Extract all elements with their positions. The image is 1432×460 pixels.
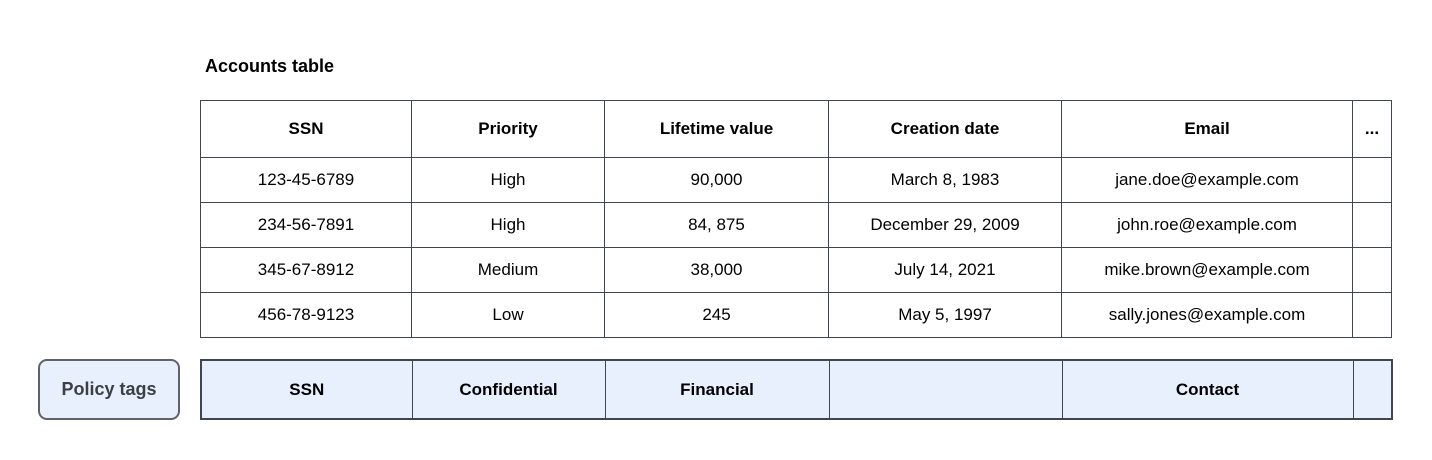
cell-email: john.roe@example.com	[1061, 202, 1353, 248]
policy-tag-row: SSN Confidential Financial Contact	[200, 359, 1393, 420]
table-row: 456-78-9123 Low 245 May 5, 1997 sally.jo…	[200, 292, 1392, 338]
policy-tags-button[interactable]: Policy tags	[38, 359, 180, 420]
cell-more	[1352, 247, 1392, 293]
policy-tag-contact: Contact	[1061, 359, 1354, 420]
cell-ssn: 345-67-8912	[200, 247, 412, 293]
policy-tag-confidential: Confidential	[411, 359, 606, 420]
cell-ssn: 234-56-7891	[200, 202, 412, 248]
cell-priority: High	[411, 157, 605, 203]
table-row: 234-56-7891 High 84, 875 December 29, 20…	[200, 202, 1392, 248]
policy-tag-more-empty	[1352, 359, 1393, 420]
cell-priority: Low	[411, 292, 605, 338]
cell-creation-date: December 29, 2009	[828, 202, 1062, 248]
cell-email: jane.doe@example.com	[1061, 157, 1353, 203]
policy-tag-financial: Financial	[604, 359, 830, 420]
policy-tags-row: SSN Confidential Financial Contact	[200, 359, 1393, 420]
cell-email: sally.jones@example.com	[1061, 292, 1353, 338]
cell-priority: Medium	[411, 247, 605, 293]
table-row: 345-67-8912 Medium 38,000 July 14, 2021 …	[200, 247, 1392, 293]
accounts-table: SSN Priority Lifetime value Creation dat…	[200, 100, 1392, 338]
cell-creation-date: July 14, 2021	[828, 247, 1062, 293]
header-row: SSN Priority Lifetime value Creation dat…	[200, 100, 1392, 158]
cell-ssn: 456-78-9123	[200, 292, 412, 338]
cell-creation-date: May 5, 1997	[828, 292, 1062, 338]
accounts-table-title: Accounts table	[205, 56, 335, 76]
cell-more	[1352, 292, 1392, 338]
table-row: 123-45-6789 High 90,000 March 8, 1983 ja…	[200, 157, 1392, 203]
cell-more	[1352, 202, 1392, 248]
cell-priority: High	[411, 202, 605, 248]
policy-tags-button-label: Policy tags	[61, 379, 157, 399]
column-header-priority: Priority	[411, 100, 605, 158]
cell-creation-date: March 8, 1983	[828, 157, 1062, 203]
column-header-more: ...	[1352, 100, 1392, 158]
column-header-email: Email	[1061, 100, 1353, 158]
policy-tag-ssn: SSN	[200, 359, 413, 420]
cell-lifetime-value: 38,000	[604, 247, 829, 293]
column-header-creation-date: Creation date	[828, 100, 1062, 158]
cell-lifetime-value: 245	[604, 292, 829, 338]
column-header-lifetime-value: Lifetime value	[604, 100, 829, 158]
column-header-ssn: SSN	[200, 100, 412, 158]
cell-more	[1352, 157, 1392, 203]
cell-lifetime-value: 84, 875	[604, 202, 829, 248]
policy-tag-empty	[828, 359, 1063, 420]
cell-email: mike.brown@example.com	[1061, 247, 1353, 293]
cell-lifetime-value: 90,000	[604, 157, 829, 203]
cell-ssn: 123-45-6789	[200, 157, 412, 203]
